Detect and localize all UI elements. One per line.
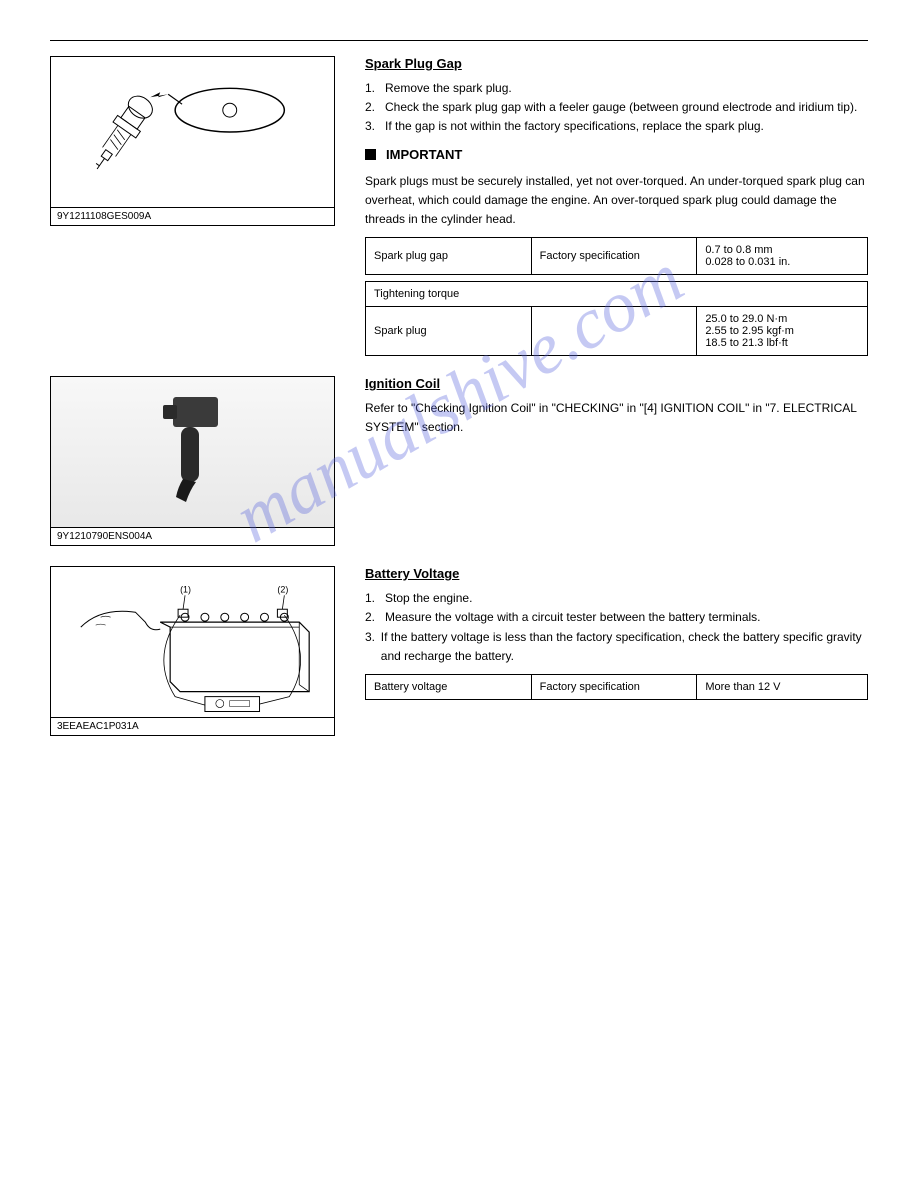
ignition-coil-fig-label: 9Y1210790ENS004A [51, 527, 334, 545]
bat-cell-label: Battery voltage [366, 674, 532, 699]
battery-fig-label: 3EEAEAC1P031A [51, 717, 334, 735]
spark-plug-title: Spark Plug Gap [365, 56, 868, 71]
spark-plug-gap-table: Spark plug gap Factory specification 0.7… [365, 237, 868, 275]
ignition-coil-figure: 9Y1210790ENS004A [50, 376, 335, 546]
spark-plug-torque-table: Tightening torque Spark plug 25.0 to 29.… [365, 281, 868, 356]
sp-step1: 1.Remove the spark plug. [365, 79, 868, 98]
table-row: Battery voltage Factory specification Mo… [366, 674, 868, 699]
battery-table: Battery voltage Factory specification Mo… [365, 674, 868, 700]
spark-plug-section: 9Y1211108GES009A Spark Plug Gap 1.Remove… [50, 56, 868, 356]
gap-cell-spec: Factory specification [531, 238, 697, 275]
important-heading: IMPORTANT [365, 147, 868, 162]
battery-svg: (1) (2) [51, 567, 334, 717]
torque-header: Tightening torque [366, 282, 868, 307]
spark-plug-fig-label: 9Y1211108GES009A [51, 207, 334, 225]
battery-section: (1) (2) 3EEAEAC1P031A Battery Voltage 1.… [50, 566, 868, 736]
bat-step2: 2.Measure the voltage with a circuit tes… [365, 608, 868, 627]
ignition-coil-title: Ignition Coil [365, 376, 868, 391]
sp-step2: 2.Check the spark plug gap with a feeler… [365, 98, 868, 117]
torque-cell-empty [531, 307, 697, 356]
square-bullet-icon [365, 149, 376, 160]
bat-step3: 3.If the battery voltage is less than th… [365, 628, 868, 666]
svg-text:(1): (1) [180, 584, 191, 594]
spark-plug-svg [51, 57, 334, 207]
bat-cell-spec: Factory specification [531, 674, 697, 699]
table-row: Tightening torque [366, 282, 868, 307]
bat-cell-value: More than 12 V [697, 674, 868, 699]
ignition-coil-svg [118, 387, 268, 517]
gap-cell-value: 0.7 to 0.8 mm 0.028 to 0.031 in. [697, 238, 868, 275]
bat-step1: 1.Stop the engine. [365, 589, 868, 608]
sp-step3: 3.If the gap is not within the factory s… [365, 117, 868, 136]
ignition-coil-section: 9Y1210790ENS004A Ignition Coil Refer to … [50, 376, 868, 546]
table-row: Spark plug gap Factory specification 0.7… [366, 238, 868, 275]
torque-cell-value: 25.0 to 29.0 N·m 2.55 to 2.95 kgf·m 18.5… [697, 307, 868, 356]
battery-title: Battery Voltage [365, 566, 868, 581]
spark-plug-figure: 9Y1211108GES009A [50, 56, 335, 226]
gap-cell-label: Spark plug gap [366, 238, 532, 275]
table-row: Spark plug 25.0 to 29.0 N·m 2.55 to 2.95… [366, 307, 868, 356]
svg-text:(2): (2) [277, 584, 288, 594]
top-rule [50, 40, 868, 41]
important-body: Spark plugs must be securely installed, … [365, 172, 868, 230]
battery-figure: (1) (2) 3EEAEAC1P031A [50, 566, 335, 736]
ignition-coil-ref: Refer to "Checking Ignition Coil" in "CH… [365, 399, 868, 437]
torque-cell-label: Spark plug [366, 307, 532, 356]
